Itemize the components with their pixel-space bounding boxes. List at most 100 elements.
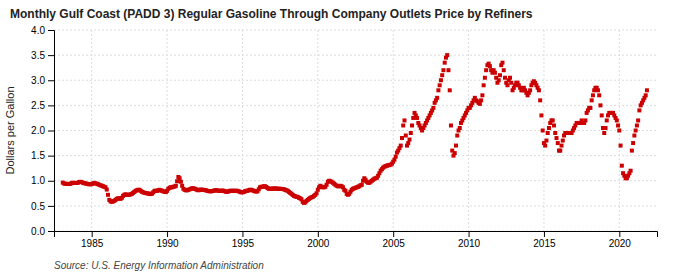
y-grid-line xyxy=(54,30,657,31)
point xyxy=(408,138,412,142)
y-tick: 3.0 xyxy=(31,75,54,86)
point xyxy=(105,188,109,192)
point xyxy=(410,123,414,127)
x-tick-mark xyxy=(92,231,93,237)
point xyxy=(588,106,592,110)
x-tick-mark xyxy=(318,231,319,237)
point xyxy=(636,118,640,122)
y-tick: 0.5 xyxy=(31,201,54,212)
point xyxy=(453,151,457,155)
x-tick-mark xyxy=(167,231,168,237)
point xyxy=(590,98,594,102)
point xyxy=(458,126,462,130)
x-tick-label: 2000 xyxy=(307,238,330,249)
y-tick-mark xyxy=(48,131,54,132)
x-axis-line xyxy=(55,232,658,238)
point xyxy=(620,164,624,168)
point xyxy=(554,136,558,140)
point xyxy=(401,123,405,127)
plot-area: 1985 1990 1995 2000 2005 2010 2015 2020 0.0 0.5 1.… xyxy=(31,25,657,249)
x-tick-mark xyxy=(393,231,394,237)
point xyxy=(561,139,565,143)
series xyxy=(61,53,649,205)
point xyxy=(484,68,488,72)
point xyxy=(431,106,435,110)
point xyxy=(600,113,604,117)
x-tick: 1985 xyxy=(81,231,104,249)
x-grid-line xyxy=(393,30,394,231)
point xyxy=(598,103,602,107)
point xyxy=(497,78,501,82)
y-tick-label: 0.5 xyxy=(31,201,45,212)
x-tick-mark xyxy=(544,231,545,237)
point xyxy=(508,76,512,80)
point xyxy=(406,141,410,145)
point xyxy=(415,116,419,120)
x-grid-line xyxy=(242,30,243,231)
point xyxy=(616,123,620,127)
point xyxy=(506,83,510,87)
y-tick: 1.5 xyxy=(31,150,54,161)
point xyxy=(436,88,440,92)
x-tick: 2010 xyxy=(458,231,481,249)
point xyxy=(544,139,548,143)
grid xyxy=(54,30,657,231)
point xyxy=(440,73,444,77)
x-grid-line xyxy=(167,30,168,231)
point xyxy=(617,129,621,133)
point xyxy=(591,93,595,97)
point xyxy=(488,64,492,68)
source: Source: U.S. Energy Information Administ… xyxy=(54,260,264,271)
y-tick-mark xyxy=(48,80,54,81)
point xyxy=(445,53,449,57)
y-axis: 0.00.51.01.52.02.53.03.54.0 xyxy=(31,25,54,237)
x-grid-line xyxy=(317,30,318,231)
point xyxy=(603,126,607,130)
point xyxy=(631,141,635,145)
x-tick: 2005 xyxy=(383,231,406,249)
y-tick: 3.5 xyxy=(31,50,54,61)
point xyxy=(500,61,504,65)
y-tick-label: 0.0 xyxy=(31,226,45,237)
y-tick-mark xyxy=(48,55,54,56)
point xyxy=(547,126,551,130)
point xyxy=(556,141,560,145)
x-tick-mark xyxy=(469,231,470,237)
point xyxy=(178,176,182,180)
point xyxy=(637,108,641,112)
y-grid-line xyxy=(54,180,657,181)
x-tick-label: 2005 xyxy=(383,238,406,249)
point xyxy=(438,83,442,87)
y-tick-label: 4.0 xyxy=(31,25,45,36)
point xyxy=(615,118,619,122)
point xyxy=(560,144,564,148)
y-tick-mark xyxy=(48,231,54,232)
point xyxy=(439,78,443,82)
y-tick-label: 2.0 xyxy=(31,125,45,136)
point xyxy=(546,131,550,135)
x-tick-label: 1995 xyxy=(232,238,255,249)
point xyxy=(644,93,648,97)
point xyxy=(480,93,484,97)
y-tick-mark xyxy=(48,105,54,106)
x-tick-label: 2010 xyxy=(458,238,481,249)
point xyxy=(455,134,459,138)
y-grid-line xyxy=(54,55,657,56)
x-tick-label: 2020 xyxy=(609,238,632,249)
y-grid-line xyxy=(54,105,657,106)
y-tick: 2.0 xyxy=(31,125,54,136)
y-grid-line xyxy=(54,205,657,206)
point xyxy=(498,73,502,77)
point xyxy=(479,98,483,102)
x-tick: 2015 xyxy=(533,231,556,249)
point xyxy=(645,88,649,92)
x-tick-label: 1990 xyxy=(156,238,179,249)
x-tick: 1990 xyxy=(156,231,179,249)
point xyxy=(538,98,542,102)
point xyxy=(443,61,447,65)
point xyxy=(602,131,606,135)
point xyxy=(448,88,452,92)
point xyxy=(553,131,557,135)
point xyxy=(629,169,633,173)
point xyxy=(558,149,562,153)
